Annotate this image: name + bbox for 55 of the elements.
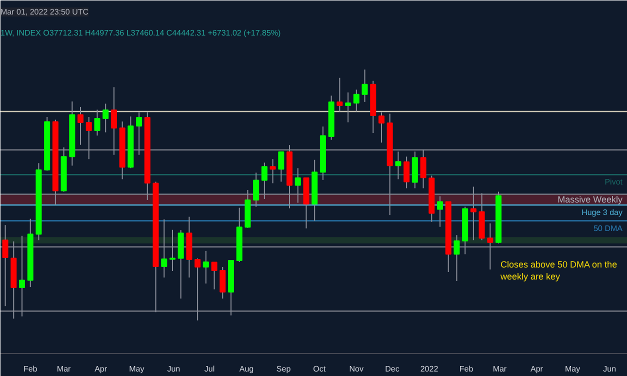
x-tick-label: Apr bbox=[94, 364, 108, 374]
x-tick-label: Aug bbox=[239, 364, 254, 374]
candlestick bbox=[194, 258, 201, 321]
candlestick bbox=[353, 89, 360, 112]
ref-line-label: Pivot bbox=[604, 178, 624, 187]
band-label: Massive Weekly bbox=[558, 194, 623, 205]
candlestick bbox=[404, 156, 410, 189]
candlestick bbox=[161, 218, 168, 278]
candlestick bbox=[362, 69, 368, 102]
chart-subtitle: 1W, INDEX O37712.31 H44977.36 L37460.14 C44442.31 +6731.02 (+17.85%) bbox=[0, 28, 282, 38]
ref-line-label: 50 DMA bbox=[594, 224, 624, 233]
x-tick-label: 2022 bbox=[420, 364, 439, 374]
candlestick bbox=[94, 109, 100, 136]
candlestick bbox=[102, 103, 109, 133]
candlestick bbox=[211, 262, 218, 290]
x-tick-label: Feb bbox=[459, 364, 474, 374]
candlestick bbox=[253, 172, 260, 208]
candlestick bbox=[86, 116, 92, 160]
candlestick bbox=[169, 229, 176, 272]
candlestick bbox=[378, 112, 384, 144]
x-tick-label: Nov bbox=[349, 364, 364, 374]
candlestick bbox=[18, 235, 26, 317]
candlestick bbox=[420, 149, 426, 189]
candlestick bbox=[261, 162, 268, 200]
candlestick bbox=[78, 106, 84, 146]
x-tick-label: Jul bbox=[204, 364, 215, 374]
ref-line-label: Huge 3 day bbox=[582, 208, 623, 218]
candlestick bbox=[136, 112, 142, 156]
chart-title: Mar 01, 2022 23:50 UTC bbox=[0, 8, 89, 16]
candlestick bbox=[278, 151, 284, 182]
candlestick bbox=[345, 92, 352, 123]
candlestick bbox=[270, 158, 276, 184]
x-tick-label: May bbox=[129, 364, 144, 374]
x-tick-label: Mar bbox=[492, 364, 507, 374]
candlestick bbox=[487, 222, 494, 270]
candlestick bbox=[2, 224, 8, 307]
candlestick bbox=[395, 151, 402, 180]
annotation: Closes above 50 DMA on the weekly are key bbox=[500, 260, 618, 282]
candlestick bbox=[436, 196, 444, 228]
x-tick-label: Jun bbox=[167, 364, 180, 374]
candlestick bbox=[110, 86, 117, 156]
x-tick-label: Oct bbox=[313, 364, 326, 374]
x-tick-label: Feb bbox=[23, 364, 38, 374]
candlestick bbox=[454, 234, 460, 282]
x-tick-label: Sep bbox=[276, 364, 292, 374]
x-tick-label: May bbox=[565, 364, 580, 374]
candlestick bbox=[202, 250, 209, 284]
candlestick bbox=[336, 77, 343, 112]
candlestick bbox=[220, 266, 226, 300]
x-tick-label: Dec bbox=[385, 364, 400, 374]
x-tick-label: Jun bbox=[603, 364, 616, 374]
x-tick-label: Mar bbox=[56, 364, 72, 374]
candlestick bbox=[470, 186, 476, 241]
x-tick-label: Apr bbox=[530, 364, 544, 374]
candlestick bbox=[294, 168, 301, 204]
